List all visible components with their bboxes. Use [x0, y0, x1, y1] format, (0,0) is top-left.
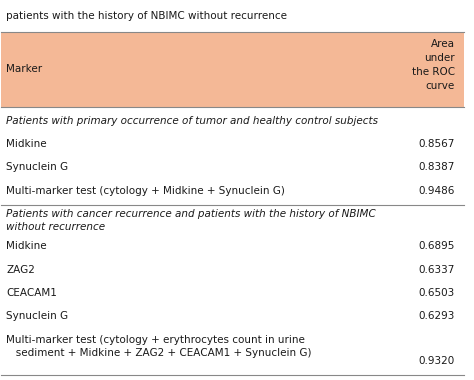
Text: Multi-marker test (cytology + erythrocytes count in urine
   sediment + Midkine : Multi-marker test (cytology + erythrocyt…	[6, 335, 311, 358]
Text: Marker: Marker	[6, 64, 42, 74]
Text: 0.9320: 0.9320	[419, 356, 455, 366]
Text: 0.6503: 0.6503	[419, 288, 455, 298]
Text: Synuclein G: Synuclein G	[6, 312, 68, 321]
Text: ZAG2: ZAG2	[6, 265, 35, 275]
Text: 0.6895: 0.6895	[419, 241, 455, 251]
Text: 0.6337: 0.6337	[419, 265, 455, 275]
Text: patients with the history of NBIMC without recurrence: patients with the history of NBIMC witho…	[6, 11, 287, 21]
Text: Patients with cancer recurrence and patients with the history of NBIMC
without r: Patients with cancer recurrence and pati…	[6, 209, 376, 233]
Text: CEACAM1: CEACAM1	[6, 288, 57, 298]
Text: Patients with primary occurrence of tumor and healthy control subjects: Patients with primary occurrence of tumo…	[6, 116, 378, 127]
Text: 0.8567: 0.8567	[419, 139, 455, 149]
Text: Midkine: Midkine	[6, 241, 46, 251]
Text: 0.8387: 0.8387	[419, 163, 455, 173]
Text: 0.6293: 0.6293	[419, 312, 455, 321]
FancyBboxPatch shape	[1, 32, 465, 107]
Text: 0.9486: 0.9486	[419, 186, 455, 196]
Text: Synuclein G: Synuclein G	[6, 163, 68, 173]
Text: Midkine: Midkine	[6, 139, 46, 149]
Text: Area
under
the ROC
curve: Area under the ROC curve	[412, 39, 455, 91]
Text: Multi-marker test (cytology + Midkine + Synuclein G): Multi-marker test (cytology + Midkine + …	[6, 186, 285, 196]
